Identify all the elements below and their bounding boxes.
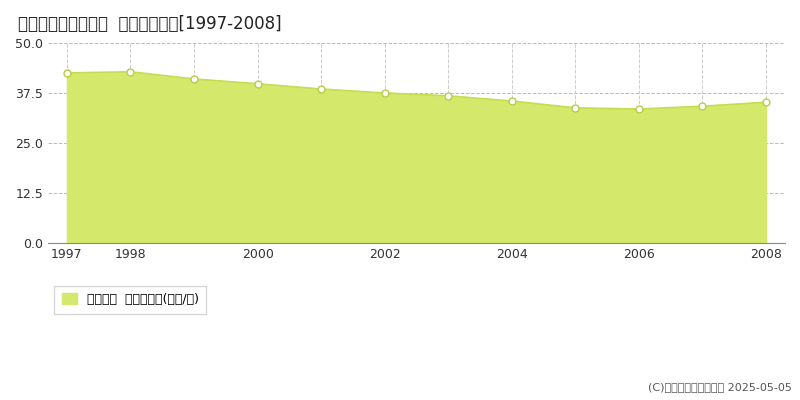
Point (378, 90, 391, 96)
Point (633, 106, 646, 112)
Point (124, 68, 137, 75)
Point (314, 86, 327, 92)
Legend: 基準地価  平均坪単価(万円/坪): 基準地価 平均坪単価(万円/坪) (54, 286, 206, 314)
Point (188, 76, 201, 82)
Point (696, 103, 709, 110)
Point (61, 70, 74, 76)
Point (506, 98, 518, 104)
Point (759, 99, 772, 106)
Text: 仙台市太白区大野田  基準地価推移[1997-2008]: 仙台市太白区大野田 基準地価推移[1997-2008] (18, 15, 282, 33)
Point (569, 105, 582, 111)
Point (251, 80, 264, 87)
Point (442, 93, 454, 99)
Text: (C)土地価格ドットコム 2025-05-05: (C)土地価格ドットコム 2025-05-05 (648, 382, 792, 392)
